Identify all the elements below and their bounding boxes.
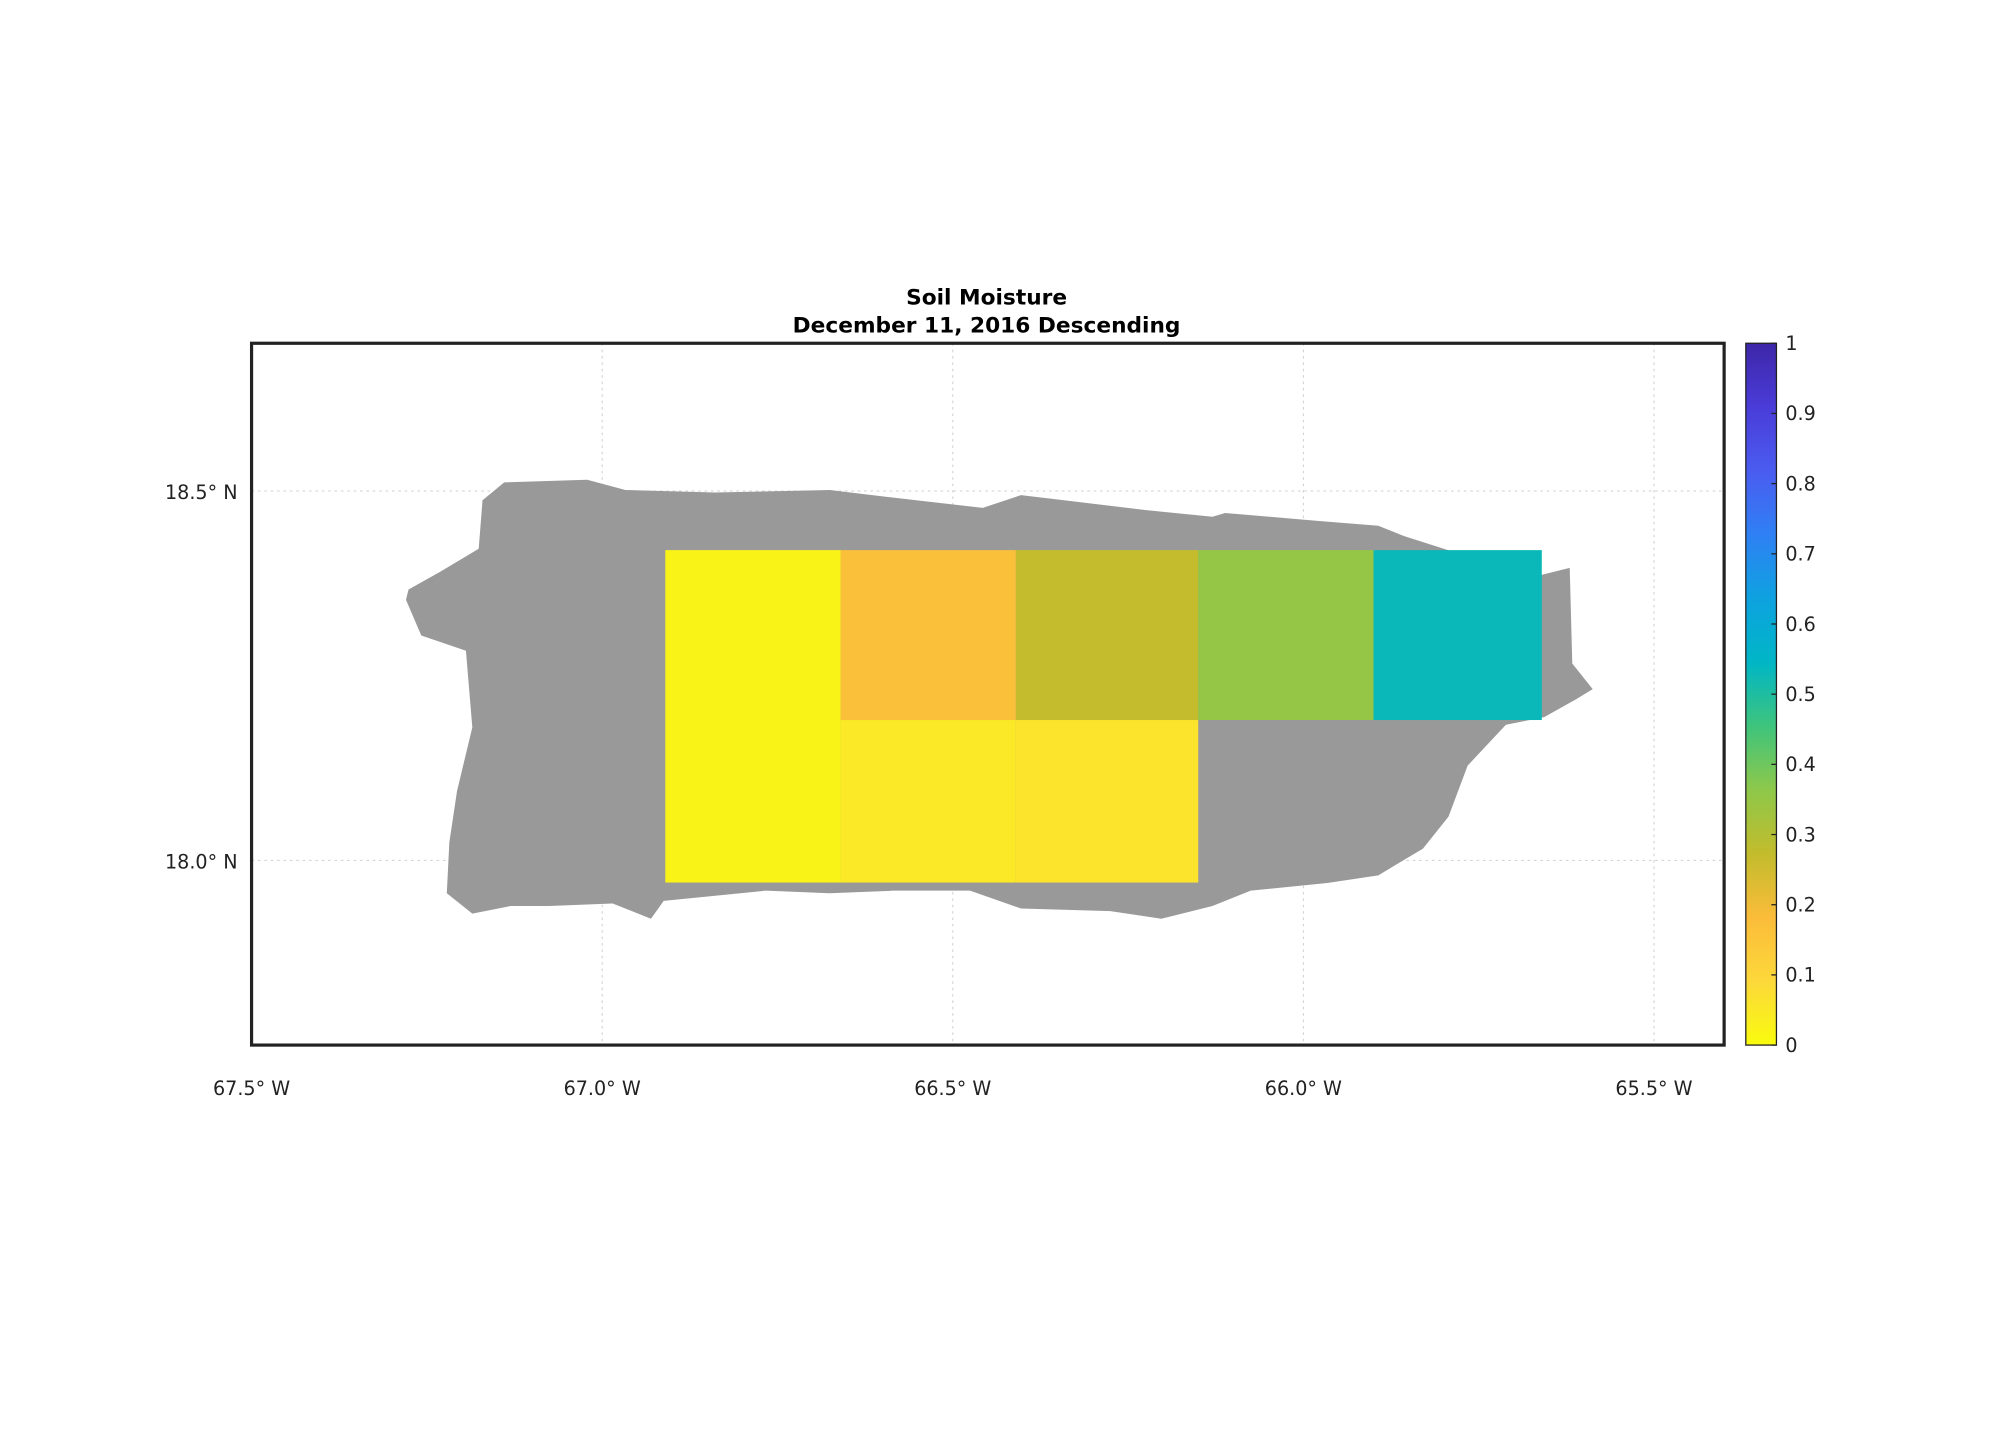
x-tick-label: 67.5° W — [213, 1077, 290, 1100]
colorbar-tick-label: 0.4 — [1785, 753, 1815, 776]
colorbar-tick-label: 0.3 — [1785, 823, 1815, 846]
map-subtitle: December 11, 2016 Descending — [793, 314, 1181, 339]
plot-frame — [249, 341, 1726, 1047]
moisture-cell — [840, 720, 1016, 883]
moisture-cell — [1015, 550, 1199, 721]
x-tick-label: 67.0° W — [564, 1077, 641, 1100]
colorbar-tick-label: 1 — [1785, 332, 1797, 355]
x-tick-label: 65.5° W — [1615, 1077, 1692, 1100]
colorbar-tick-label: 0.9 — [1785, 402, 1815, 425]
x-tick-label: 66.0° W — [1265, 1077, 1342, 1100]
colorbar-tick-label: 0 — [1785, 1034, 1797, 1057]
y-tick-label: 18.5° N — [165, 481, 238, 504]
moisture-cell — [1373, 550, 1542, 721]
map-title: Soil Moisture — [906, 286, 1067, 311]
y-tick-label: 18.0° N — [165, 850, 238, 873]
x-tick-label: 66.5° W — [914, 1077, 991, 1100]
colorbar — [1745, 342, 1778, 1046]
moisture-cell — [665, 550, 841, 721]
moisture-cell — [665, 720, 841, 883]
moisture-cell — [1198, 550, 1374, 721]
colorbar-tick-label: 0.2 — [1785, 893, 1815, 916]
moisture-cell — [840, 550, 1016, 721]
colorbar-tick-label: 0.1 — [1785, 964, 1815, 987]
colorbar-tick-label: 0.6 — [1785, 613, 1815, 636]
colorbar-tick-label: 0.5 — [1785, 683, 1815, 706]
data-cells — [665, 550, 1542, 883]
colorbar-tick-label: 0.8 — [1785, 472, 1815, 495]
moisture-cell — [1015, 720, 1199, 883]
colorbar-tick-label: 0.7 — [1785, 543, 1815, 566]
